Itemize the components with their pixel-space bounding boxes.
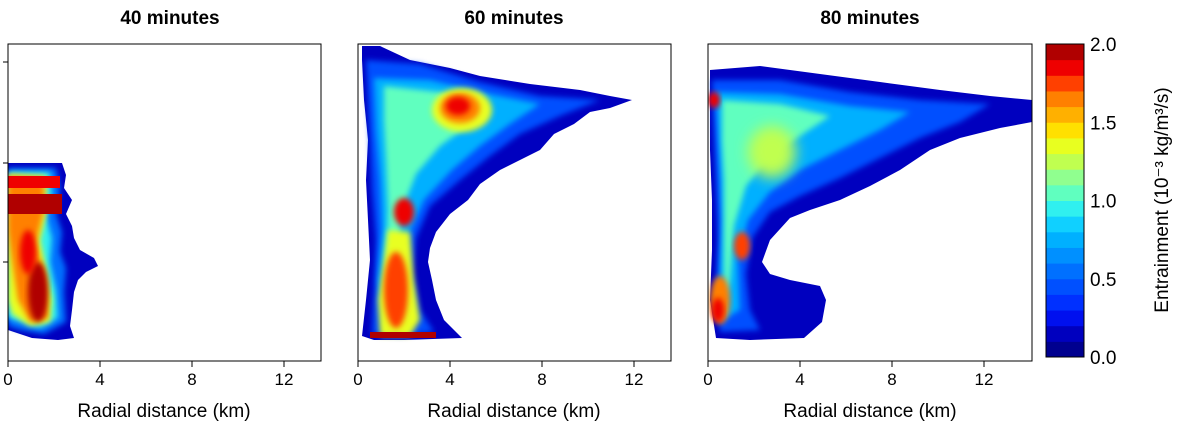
x-tick-label: 12	[975, 370, 994, 389]
band-red-upper	[8, 176, 60, 188]
colorbar-level	[1046, 325, 1084, 342]
colorbar-level	[1046, 44, 1084, 61]
colorbar-tick-label: 1.0	[1090, 192, 1116, 213]
panel-title-80-minutes: 80 minutes	[820, 8, 919, 29]
stem-spot-80	[734, 232, 750, 260]
x-tick-label: 4	[445, 370, 454, 389]
stem-core-60	[384, 252, 408, 328]
colorbar-tick-label: 2.0	[1090, 35, 1116, 56]
colorbar-level	[1046, 90, 1084, 108]
colorbar-level	[1046, 59, 1084, 76]
colorbar-tick-label: 1.5	[1090, 113, 1116, 134]
colorbar-level	[1046, 137, 1084, 155]
heatmap-field-80-minutes	[708, 66, 1032, 340]
hotspot-core-60	[446, 97, 470, 115]
colorbar-frame	[1045, 43, 1085, 358]
x-axis-60-minutes: 0 4 8 12	[353, 361, 643, 389]
colorbar-level	[1046, 184, 1084, 201]
core-red-mid	[20, 230, 36, 274]
x-tick-label: 0	[3, 370, 12, 389]
stem-spot-upper-60	[394, 198, 414, 226]
x-tick-label: 0	[703, 370, 712, 389]
x-tick-label: 8	[537, 370, 546, 389]
base-core-80	[712, 298, 724, 322]
colorbar-level	[1046, 153, 1084, 170]
x-tick-label: 8	[187, 370, 196, 389]
colorbar-level	[1046, 231, 1084, 248]
panel-title-40-minutes: 40 minutes	[120, 8, 219, 29]
x-tick-label: 0	[353, 370, 362, 389]
panel-40-minutes: 40 minutes 0 4 8 12 Radial distance (km)	[3, 8, 322, 422]
colorbar-level	[1046, 216, 1084, 233]
colorbar-level	[1046, 263, 1084, 280]
colorbar-level	[1046, 75, 1084, 92]
base-darkred-60	[370, 332, 436, 338]
colorbar-label: Entrainment (10⁻³ kg/m³/s)	[1152, 87, 1173, 312]
heatmap-field-40-minutes	[8, 163, 98, 340]
colorbar-level	[1046, 106, 1084, 123]
panel-title-60-minutes: 60 minutes	[464, 8, 563, 29]
colorbar-level	[1046, 169, 1084, 186]
colorbar-level	[1046, 122, 1084, 139]
colorbar-level	[1046, 310, 1084, 327]
panel-60-minutes: 60 minutes 0 4 8 12 Radial distance (km)	[353, 8, 672, 422]
x-axis-label-40-minutes: Radial distance (km)	[77, 401, 250, 422]
plot-frame-60-minutes	[357, 43, 672, 362]
colorbar-tick-label: 0.5	[1090, 270, 1116, 291]
colorbar-level	[1046, 341, 1084, 358]
panel-80-minutes: 80 minutes 0 4 8 12 Radial distance (km)	[703, 8, 1033, 422]
core-darkred-lower	[28, 262, 48, 322]
colorbar-levels	[1046, 44, 1084, 358]
colorbar-level	[1046, 278, 1084, 295]
colorbar-level	[1046, 294, 1084, 311]
colorbar-ticks: 0.0 0.5 1.0 1.5 2.0	[1090, 35, 1116, 369]
x-axis-40-minutes: 0 4 8 12	[3, 361, 293, 389]
plot-frame-80-minutes	[707, 43, 1033, 362]
colorbar-level	[1046, 247, 1084, 264]
upper-plume-yellow-80	[748, 126, 796, 178]
x-tick-label: 4	[795, 370, 804, 389]
heatmap-field-60-minutes	[362, 46, 632, 340]
x-tick-label: 8	[887, 370, 896, 389]
x-tick-label: 4	[95, 370, 104, 389]
x-axis-label-80-minutes: Radial distance (km)	[783, 401, 956, 422]
colorbar-level	[1046, 200, 1084, 217]
colorbar: 0.0 0.5 1.0 1.5 2.0 Entrainment (10⁻³ kg/m³/…	[1045, 35, 1173, 369]
colorbar-tick-label: 0.0	[1090, 348, 1116, 369]
edge-spot-upper-80	[708, 92, 720, 108]
band-darkred-middle	[8, 194, 62, 214]
plot-frame-40-minutes	[7, 43, 322, 362]
x-axis-label-60-minutes: Radial distance (km)	[427, 401, 600, 422]
x-axis-80-minutes: 0 4 8 12	[703, 361, 993, 389]
x-tick-label: 12	[625, 370, 644, 389]
x-tick-label: 12	[275, 370, 294, 389]
